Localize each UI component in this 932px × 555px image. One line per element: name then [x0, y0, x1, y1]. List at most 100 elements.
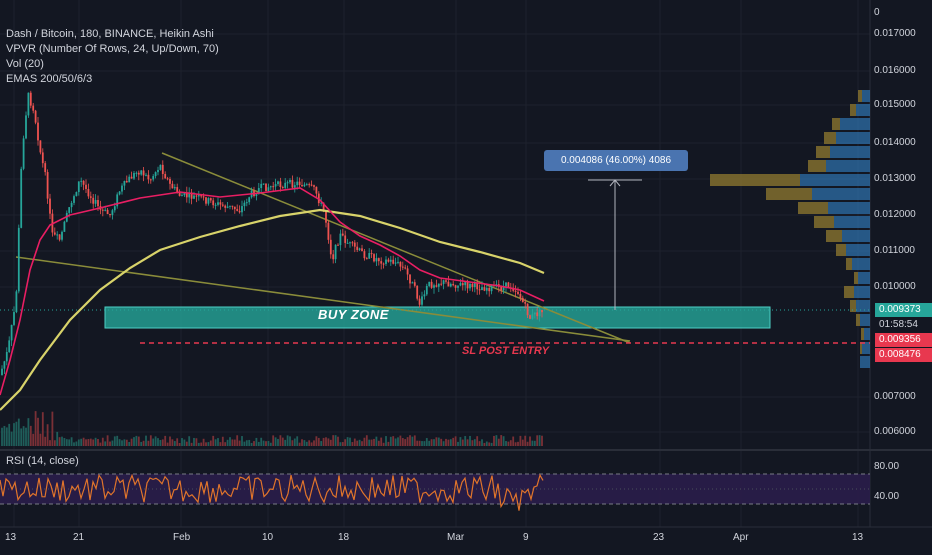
volume-bar: [243, 441, 246, 446]
candle-body: [101, 209, 104, 211]
volume-bar: [135, 435, 138, 446]
candle-body: [183, 192, 186, 196]
volume-bar: [442, 441, 445, 446]
volume-bar: [63, 438, 66, 446]
candle-body: [449, 283, 452, 287]
candle-body: [385, 259, 387, 264]
last-price-tag: 0.009373: [875, 303, 932, 317]
volume-bar: [286, 435, 289, 446]
time-tick: Mar: [447, 532, 465, 543]
volume-bar: [195, 438, 198, 446]
candle-body: [82, 180, 85, 185]
candle-body: [351, 242, 354, 244]
candle-body: [457, 285, 459, 288]
volume-bar: [409, 435, 411, 446]
volume-bar: [454, 436, 457, 446]
candle-body: [454, 285, 457, 288]
volume-bar: [73, 442, 75, 446]
volume-profile-up: [840, 118, 870, 130]
rsi-legend[interactable]: RSI (14, close): [6, 455, 79, 467]
volume-profile-up: [846, 244, 870, 256]
volume-bar: [358, 439, 361, 446]
candle-body: [197, 194, 200, 197]
volume-bar: [113, 436, 116, 446]
candle-body: [37, 122, 39, 141]
volume-bar: [394, 438, 397, 446]
volume-profile-up: [860, 356, 870, 368]
volume-bar: [471, 440, 474, 446]
volume-bar: [161, 439, 164, 446]
volume-bar: [32, 433, 35, 446]
candle-body: [461, 283, 464, 286]
candle-body: [257, 188, 260, 195]
volume-bar: [221, 436, 224, 446]
candle-body: [469, 283, 471, 289]
candle-body: [435, 285, 438, 287]
time-tick: 13: [5, 532, 17, 543]
candle-body: [502, 286, 505, 291]
candle-body: [529, 315, 531, 319]
volume-bar: [356, 440, 359, 446]
volume-bar: [149, 435, 152, 446]
volume-bar: [111, 440, 114, 446]
candle-body: [164, 173, 167, 179]
volume-profile-down: [856, 314, 860, 326]
volume-profile-down: [826, 230, 842, 242]
volume-bar: [61, 436, 63, 446]
volume-bar: [327, 438, 330, 446]
candle-body: [284, 182, 287, 188]
volume-bar: [517, 441, 519, 446]
volume-bar: [425, 438, 428, 446]
volume-bar: [53, 440, 56, 446]
volume-profile-up: [862, 90, 870, 102]
candle-body: [171, 183, 174, 189]
candle-body: [514, 290, 517, 292]
volume-bar: [428, 440, 431, 446]
candle-body: [10, 324, 13, 341]
candle-body: [301, 185, 303, 187]
candle-body: [538, 309, 541, 317]
measure-label[interactable]: 0.004086 (46.00%) 4086: [544, 150, 688, 171]
candle-body: [133, 173, 135, 179]
candle-body: [421, 296, 423, 305]
candle-body: [526, 303, 529, 316]
volume-bar: [279, 435, 282, 446]
candle-body: [473, 282, 476, 288]
candle-body: [406, 268, 409, 275]
candle-body: [185, 192, 188, 198]
candle-body: [320, 202, 323, 204]
candle-body: [413, 282, 416, 286]
volume-bar: [351, 442, 354, 446]
volume-bar: [145, 435, 147, 446]
candle-body: [226, 206, 229, 208]
candle-body: [147, 174, 150, 180]
volume-profile-up: [836, 132, 870, 144]
candle-body: [75, 192, 78, 197]
legend-emas[interactable]: EMAS 200/50/6/3: [6, 73, 93, 85]
volume-profile-up: [842, 230, 870, 242]
volume-bar: [541, 435, 543, 446]
time-tick: 18: [338, 532, 350, 543]
candle-body: [505, 282, 507, 287]
volume-bar: [368, 439, 371, 446]
legend-vol[interactable]: Vol (20): [6, 58, 44, 70]
candle-body: [181, 195, 183, 197]
legend-vpvr[interactable]: VPVR (Number Of Rows, 24, Up/Down, 70): [6, 43, 219, 55]
price-tick: 0.015000: [874, 99, 916, 110]
volume-bar: [329, 439, 332, 446]
candle-body: [56, 234, 59, 236]
candle-body: [274, 184, 277, 187]
candle-body: [243, 202, 246, 207]
candle-body: [507, 282, 510, 288]
volume-bar: [317, 437, 320, 446]
legend-symbol[interactable]: Dash / Bitcoin, 180, BINANCE, Heikin Ash…: [6, 28, 214, 40]
candle-body: [267, 187, 270, 192]
volume-bar: [389, 436, 392, 446]
volume-bar: [94, 437, 97, 446]
volume-bar: [529, 436, 531, 446]
candle-body: [437, 283, 440, 287]
candle-body: [190, 192, 193, 199]
candle-body: [363, 251, 366, 259]
